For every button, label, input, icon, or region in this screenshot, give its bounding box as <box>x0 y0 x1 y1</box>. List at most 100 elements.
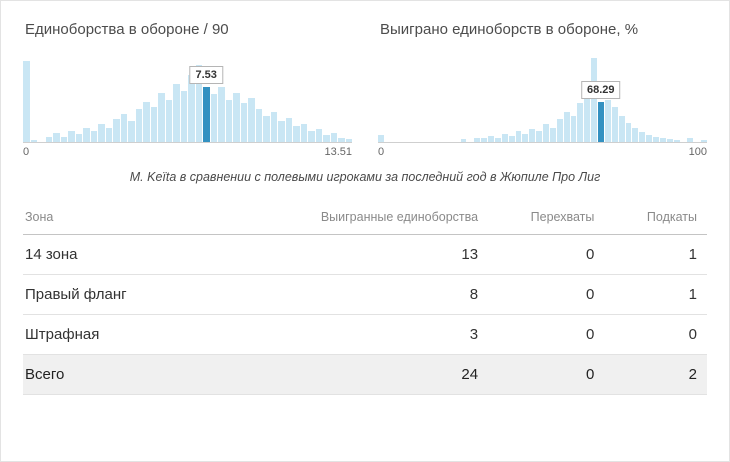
chart-defensive-duels-per90: Единоборства в обороне / 90 7.53 0 13.51 <box>23 21 352 158</box>
table-row: 14 зона 13 0 1 <box>23 234 707 275</box>
histogram-bar <box>135 108 142 142</box>
x-axis-labels: 0 100 <box>378 146 707 158</box>
highlight-value-label: 7.53 <box>189 66 223 85</box>
histogram-bar <box>113 119 120 142</box>
histogram-bar <box>481 138 487 142</box>
histogram-bar <box>378 134 384 142</box>
histogram-bar <box>604 99 611 142</box>
histogram-bar <box>173 83 180 142</box>
histogram-bar <box>501 134 508 142</box>
x-max-label: 100 <box>688 146 707 158</box>
histogram-bar <box>460 139 467 142</box>
histogram-bar <box>659 138 666 142</box>
histogram-bar <box>577 103 584 142</box>
histogram-bar <box>248 98 255 142</box>
chart-title: Выиграно единоборств в обороне, % <box>380 21 639 38</box>
zone-cell: Штрафная <box>23 314 283 355</box>
interceptions-cell: 0 <box>488 234 605 275</box>
histogram-bar <box>255 108 262 142</box>
histogram-bar <box>30 140 37 142</box>
histogram-bar <box>75 134 82 142</box>
histogram-bar <box>128 120 135 142</box>
interceptions-cell: 0 <box>488 354 605 395</box>
tackles-cell: 2 <box>604 354 707 395</box>
comparison-caption: M. Keïta в сравнении с полевыми игроками… <box>129 170 601 184</box>
x-max-label: 13.51 <box>324 146 352 158</box>
histogram-bar <box>180 90 187 142</box>
histogram-plot: 68.29 <box>378 54 707 143</box>
zones-table: Зона Выигранные единоборства Перехваты П… <box>23 200 707 395</box>
histogram-bar <box>68 130 75 142</box>
histogram-bar <box>98 124 105 142</box>
histogram-bar <box>611 106 618 142</box>
histogram-bars <box>378 54 707 142</box>
histogram-bar <box>210 94 217 142</box>
table-row: Штрафная 3 0 0 <box>23 314 707 355</box>
chart-title: Единоборства в обороне / 90 <box>25 21 229 38</box>
histogram-plot: 7.53 <box>23 54 352 143</box>
histogram-bar <box>195 64 202 142</box>
histogram-bar <box>143 101 150 142</box>
histogram-bar <box>549 127 556 142</box>
histogram-bar <box>218 87 225 142</box>
histogram-bar <box>508 135 515 142</box>
histogram-bars <box>23 54 352 142</box>
tackles-cell: 1 <box>604 234 707 275</box>
histogram-bar <box>639 132 646 142</box>
duels-won-cell: 13 <box>282 234 489 275</box>
histogram-bar <box>515 131 522 142</box>
histogram-bar <box>285 118 292 142</box>
tackles-cell: 1 <box>604 274 707 315</box>
histogram-bar <box>225 99 232 142</box>
chart-defensive-duels-won-pct: Выиграно единоборств в обороне, % 68.29 … <box>378 21 707 158</box>
histogram-bar <box>323 134 330 142</box>
interceptions-cell: 0 <box>488 314 605 355</box>
histogram-bar <box>529 128 536 142</box>
histogram-bar <box>522 134 529 142</box>
histogram-bar <box>488 135 494 142</box>
histogram-bar <box>625 122 632 142</box>
x-min-label: 0 <box>23 146 30 158</box>
histogram-bar <box>494 137 501 142</box>
duels-won-cell: 8 <box>282 274 489 315</box>
histogram-bar <box>338 137 345 142</box>
highlight-value-label: 68.29 <box>580 80 621 99</box>
histogram-bar <box>687 138 694 142</box>
histogram-bar <box>563 112 570 142</box>
histogram-bar <box>570 115 577 142</box>
interceptions-cell: 0 <box>488 274 605 315</box>
histogram-bar <box>263 115 270 142</box>
duels-won-cell: 3 <box>282 314 489 355</box>
tackles-cell: 0 <box>604 314 707 355</box>
histogram-bar <box>240 103 247 142</box>
histogram-bar <box>293 126 300 142</box>
histogram-bar <box>105 127 112 142</box>
histogram-bar <box>188 75 195 142</box>
x-axis-labels: 0 13.51 <box>23 146 352 158</box>
histogram-bar <box>474 137 481 142</box>
histogram-bar <box>165 99 172 142</box>
histogram-bar <box>632 127 639 142</box>
histogram-bar <box>45 136 52 142</box>
histogram-bar <box>618 115 625 142</box>
histogram-bar <box>330 133 337 142</box>
histogram-bar <box>300 123 307 142</box>
col-header-duels-won: Выигранные единоборства <box>282 200 489 235</box>
histogram-bar <box>673 140 680 142</box>
histogram-bar <box>666 139 673 142</box>
highlighted-bar <box>598 101 604 142</box>
histogram-bar <box>233 92 240 142</box>
histogram-bar <box>90 131 97 142</box>
col-header-zone: Зона <box>23 200 283 235</box>
histogram-bar <box>315 128 322 142</box>
histogram-bar <box>556 119 563 142</box>
histogram-bar <box>345 139 352 142</box>
col-header-interceptions: Перехваты <box>488 200 605 235</box>
histogram-bar <box>543 124 549 142</box>
x-min-label: 0 <box>378 146 385 158</box>
histogram-bar <box>591 58 597 142</box>
zone-cell: Всего <box>23 354 283 395</box>
duels-won-cell: 24 <box>282 354 489 395</box>
histogram-bar <box>584 90 591 142</box>
